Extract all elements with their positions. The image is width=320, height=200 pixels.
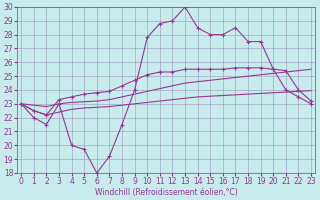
X-axis label: Windchill (Refroidissement éolien,°C): Windchill (Refroidissement éolien,°C) (95, 188, 237, 197)
